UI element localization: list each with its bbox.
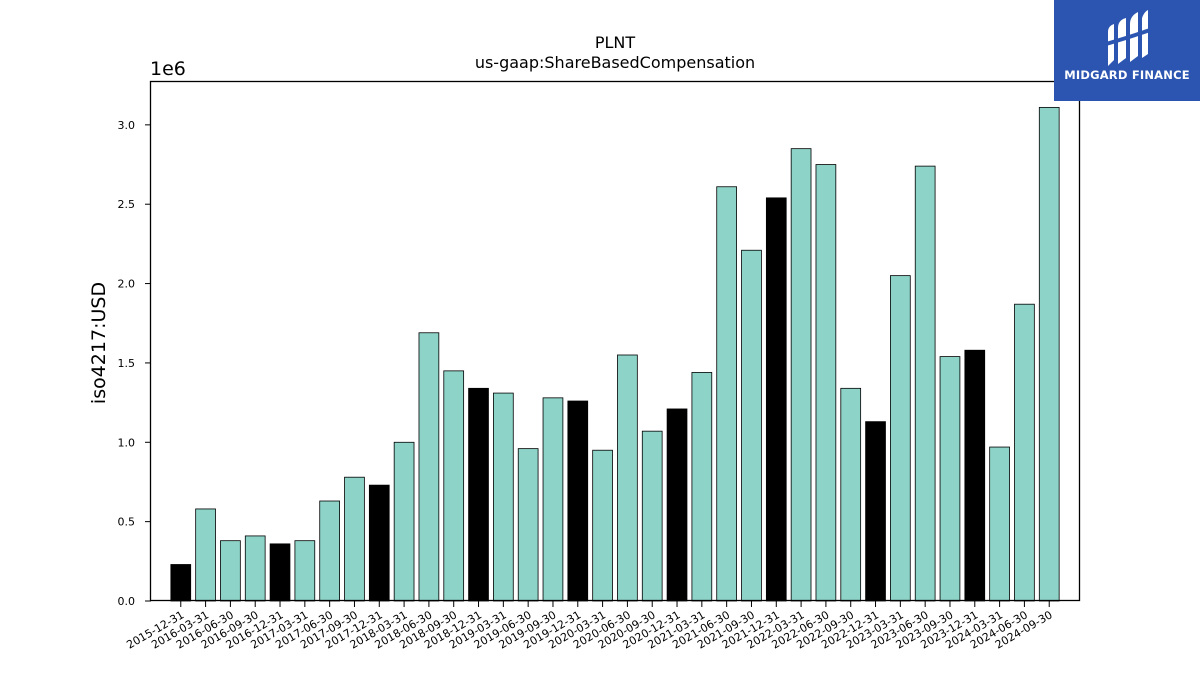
bar-2020-06-30 <box>617 354 638 602</box>
y-tick-label: 3.0 <box>118 119 136 132</box>
bar-2023-03-31 <box>890 275 911 602</box>
bar-2020-12-31 <box>666 408 688 602</box>
bar-2015-12-31 <box>170 564 192 602</box>
bar-2023-09-30 <box>939 356 961 602</box>
chart-subtitle: us-gaap:ShareBasedCompensation <box>475 53 755 72</box>
bar-2021-06-30 <box>716 186 737 602</box>
bar-2022-09-30 <box>840 387 862 602</box>
midgard-logo-icon <box>1105 10 1151 66</box>
y-tick-label: 0.0 <box>118 595 136 608</box>
bar-2017-12-31 <box>368 484 390 602</box>
bar-2018-06-30 <box>418 332 440 602</box>
bar-2021-12-31 <box>765 197 787 602</box>
y-tick-label: 1.0 <box>118 436 136 449</box>
bar-2019-03-31 <box>493 392 514 602</box>
bar-2016-12-31 <box>269 543 291 602</box>
bar-2020-03-31 <box>592 449 613 602</box>
y-axis-label: iso4217:USD <box>88 282 110 404</box>
bar-2023-12-31 <box>964 349 986 602</box>
bar-2021-03-31 <box>691 372 713 602</box>
bar-2017-06-30 <box>319 500 340 602</box>
bar-2022-03-31 <box>790 148 812 602</box>
y-tick-label: 1.5 <box>118 357 136 370</box>
brand-name: MIDGARD FINANCE <box>1064 68 1190 82</box>
bar-2024-03-31 <box>989 446 1010 602</box>
bar-2022-06-30 <box>815 164 837 602</box>
bar-2016-06-30 <box>220 540 241 602</box>
y-tick-label: 2.5 <box>118 198 136 211</box>
bar-2019-09-30 <box>542 397 564 602</box>
y-axis-ticks: 0.0 0.5 1.0 1.5 2.0 2.5 3.0 <box>118 119 151 608</box>
x-axis-ticks: 2015-12-312016-03-312016-06-302016-09-30… <box>124 601 1055 652</box>
bar-2016-09-30 <box>244 535 266 602</box>
bars <box>170 106 1060 602</box>
chart-title: PLNT <box>595 33 636 52</box>
y-offset-label: 1e6 <box>150 58 186 80</box>
bar-2019-06-30 <box>517 448 539 602</box>
bar-2017-03-31 <box>294 540 316 602</box>
plot-frame <box>149 80 1081 602</box>
y-tick-label: 2.0 <box>118 278 136 291</box>
bar-2018-03-31 <box>393 441 415 602</box>
bar-2018-09-30 <box>443 370 465 602</box>
bar-2021-09-30 <box>741 249 762 602</box>
bar-2024-09-30 <box>1038 106 1060 602</box>
bar-2019-12-31 <box>567 400 589 602</box>
bar-2017-09-30 <box>344 476 365 602</box>
bar-2024-06-30 <box>1014 303 1035 602</box>
bar-2023-06-30 <box>914 165 936 602</box>
y-tick-label: 0.5 <box>118 516 136 529</box>
bar-2022-12-31 <box>865 421 886 602</box>
bar-2018-12-31 <box>468 387 489 602</box>
brand-logo: MIDGARD FINANCE <box>1054 0 1200 101</box>
bar-2020-09-30 <box>641 430 663 602</box>
bar-2016-03-31 <box>195 508 216 602</box>
